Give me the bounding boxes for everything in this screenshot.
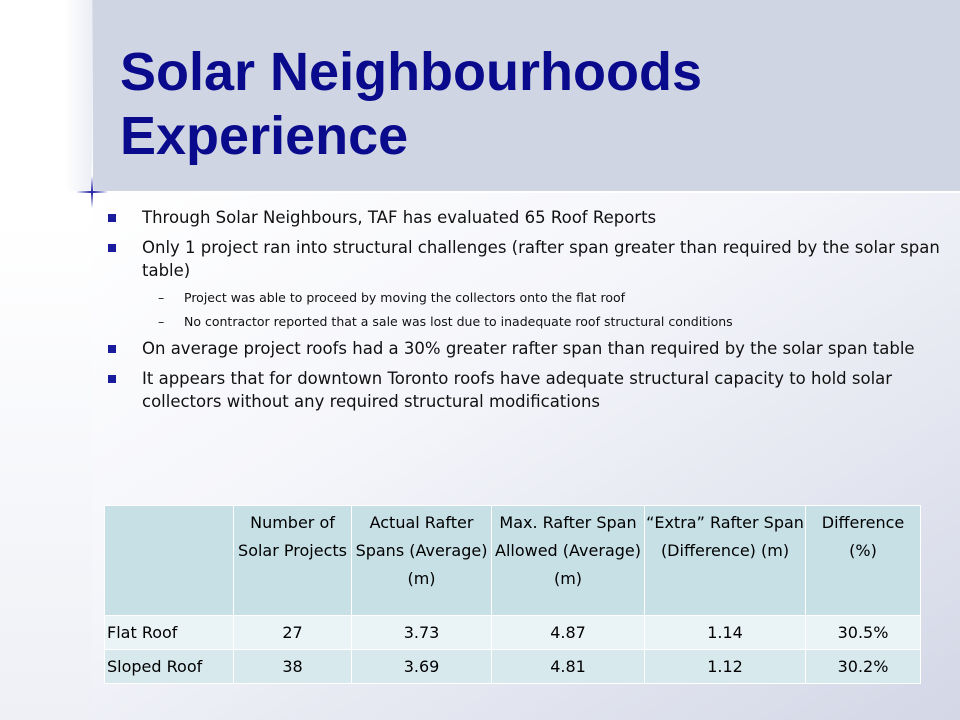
bullet-list: Through Solar Neighbours, TAF has evalua… bbox=[104, 206, 940, 420]
square-bullet-icon bbox=[108, 244, 116, 252]
table-row: Flat Roof 27 3.73 4.87 1.14 30.5% bbox=[104, 615, 921, 650]
table-row-label: Sloped Roof bbox=[104, 649, 234, 684]
table-cell: 4.81 bbox=[491, 649, 645, 684]
table-cell: 3.69 bbox=[351, 649, 492, 684]
square-bullet-icon bbox=[108, 214, 116, 222]
square-bullet-icon bbox=[108, 345, 116, 353]
sub-bullet-item: – No contractor reported that a sale was… bbox=[104, 313, 940, 331]
table-cell: 1.12 bbox=[644, 649, 806, 684]
sub-bullet-text: No contractor reported that a sale was l… bbox=[184, 314, 733, 329]
table-cell: 38 bbox=[233, 649, 352, 684]
table-row-label: Flat Roof bbox=[104, 615, 234, 650]
dash-bullet: – bbox=[158, 290, 165, 305]
table-header-actual-span: Actual Rafter Spans (Average) (m) bbox=[351, 505, 492, 616]
table-header-difference: Difference (%) bbox=[805, 505, 921, 616]
bullet-text: On average project roofs had a 30% great… bbox=[142, 339, 915, 358]
table-cell: 30.5% bbox=[805, 615, 921, 650]
bullet-item: Through Solar Neighbours, TAF has evalua… bbox=[104, 206, 940, 229]
sub-bullet-item: – Project was able to proceed by moving … bbox=[104, 289, 940, 307]
table-header-projects: Number of Solar Projects bbox=[233, 505, 352, 616]
rafter-span-table: Number of Solar Projects Actual Rafter S… bbox=[104, 505, 921, 684]
bullet-item: It appears that for downtown Toronto roo… bbox=[104, 367, 940, 413]
decorative-horizontal-line bbox=[0, 191, 960, 193]
bullet-text: Through Solar Neighbours, TAF has evalua… bbox=[142, 208, 657, 227]
table-header-empty bbox=[104, 505, 234, 616]
dash-bullet: – bbox=[158, 314, 165, 329]
square-bullet-icon bbox=[108, 375, 116, 383]
sub-bullet-text: Project was able to proceed by moving th… bbox=[184, 290, 626, 305]
table-cell: 3.73 bbox=[351, 615, 492, 650]
table-cell: 4.87 bbox=[491, 615, 645, 650]
bullet-item: On average project roofs had a 30% great… bbox=[104, 337, 940, 360]
table-cell: 27 bbox=[233, 615, 352, 650]
bullet-text: Only 1 project ran into structural chall… bbox=[142, 238, 940, 280]
table-cell: 30.2% bbox=[805, 649, 921, 684]
table-row: Sloped Roof 38 3.69 4.81 1.12 30.2% bbox=[104, 649, 921, 684]
sparkle-icon bbox=[62, 162, 122, 222]
table-cell: 1.14 bbox=[644, 615, 806, 650]
table-header-row: Number of Solar Projects Actual Rafter S… bbox=[104, 505, 921, 616]
header-left-background bbox=[0, 0, 92, 192]
decorative-vertical-line bbox=[92, 0, 93, 260]
bullet-item: Only 1 project ran into structural chall… bbox=[104, 236, 940, 282]
table-header-extra-span: “Extra” Rafter Span (Difference) (m) bbox=[644, 505, 806, 616]
table-header-max-span: Max. Rafter Span Allowed (Average) (m) bbox=[491, 505, 645, 616]
header-background bbox=[92, 0, 960, 192]
bullet-text: It appears that for downtown Toronto roo… bbox=[142, 369, 893, 411]
slide-title: Solar Neighbourhoods Experience bbox=[120, 42, 703, 166]
